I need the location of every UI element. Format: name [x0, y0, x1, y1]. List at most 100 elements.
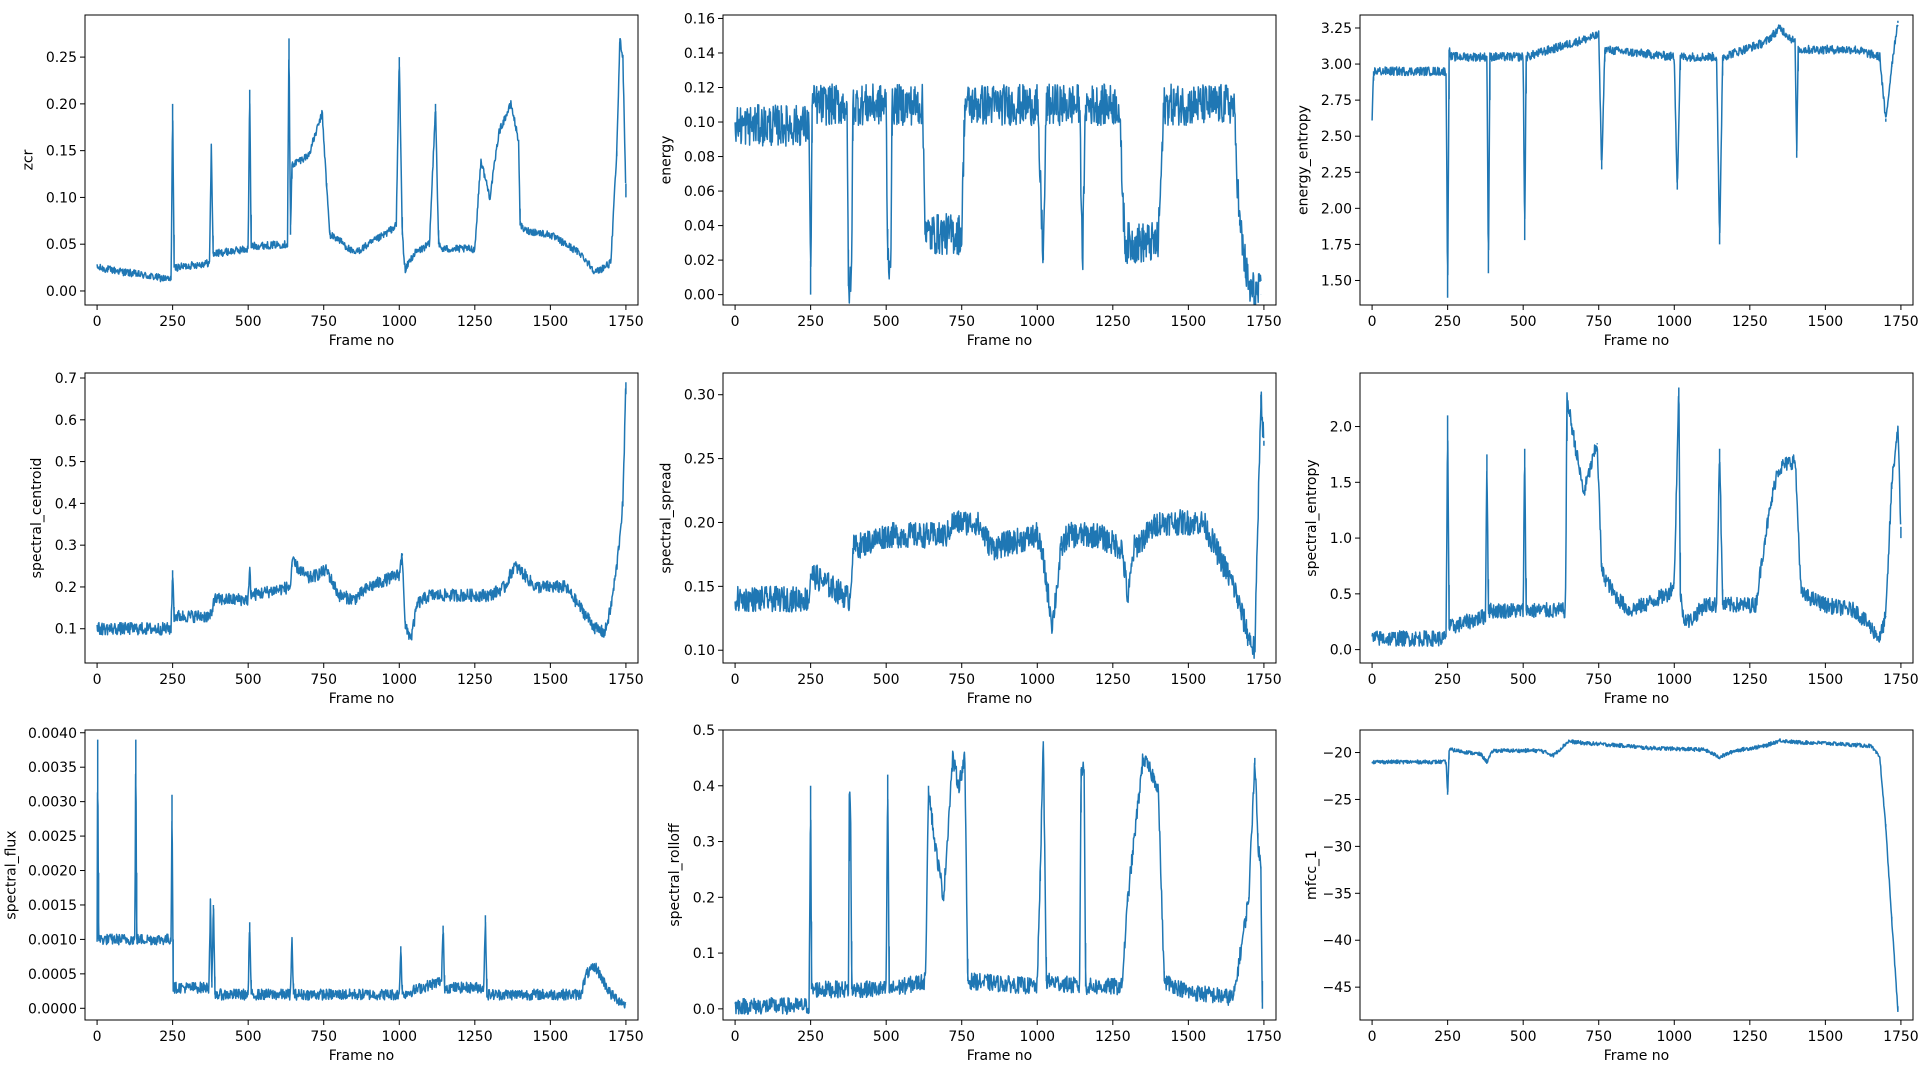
subplot-mfcc-1: 0 250 500 750 1000 1250 1500 1750 −45 −40 −35 −30 −2…	[1304, 729, 1919, 1064]
y-tick-label: 0.0035	[28, 760, 77, 776]
x-tick-label: 1500	[533, 672, 569, 688]
series-line-spectral-spread	[734, 391, 1265, 659]
x-tick-label: 0	[1368, 314, 1377, 330]
y-tick-label: 2.50	[1321, 129, 1352, 145]
y-tick-label: 2.00	[1321, 201, 1352, 217]
y-axis-label: spectral_spread	[659, 463, 675, 574]
x-axis-label: Frame no	[967, 1048, 1033, 1064]
y-axis-label: zcr	[21, 149, 37, 170]
y-tick-label: 0.0005	[28, 967, 77, 983]
x-tick-label: 0	[731, 314, 740, 330]
y-tick-label: −30	[1322, 839, 1352, 855]
x-tick-label: 0	[731, 1029, 740, 1045]
y-tick-label: 0.5	[55, 455, 77, 471]
y-tick-label: 1.50	[1321, 273, 1352, 289]
x-tick-label: 0	[731, 672, 740, 688]
x-tick-label: 1750	[1246, 1029, 1282, 1045]
subplot-spectral-centroid: 0 250 500 750 1000 1250 1500 1750 0.1 0.2 0.3 0.4 0.…	[29, 371, 644, 707]
x-tick-label: 1750	[608, 1029, 644, 1045]
x-tick-label: 500	[235, 1029, 262, 1045]
x-tick-label: 250	[159, 1029, 186, 1045]
y-tick-label: 0.6	[55, 413, 77, 429]
x-tick-label: 1000	[1656, 1029, 1692, 1045]
series-line-spectral-entropy	[1371, 387, 1902, 647]
y-tick-label: 0.0030	[28, 795, 77, 811]
x-axis-label: Frame no	[1604, 1048, 1670, 1064]
axes-frame	[1359, 729, 1914, 1021]
y-tick-label: 2.0	[1330, 420, 1352, 436]
x-tick-label: 1000	[1019, 1029, 1055, 1045]
x-tick-label: 1500	[533, 1029, 569, 1045]
subplot-energy-entropy: 0 250 500 750 1000 1250 1500 1750 1.50 1.75 2.00 2.…	[1296, 14, 1919, 349]
axes-frame	[1359, 14, 1914, 306]
x-tick-label: 1750	[1246, 314, 1282, 330]
y-tick-label: 0.10	[684, 643, 715, 659]
y-tick-label: 0.0000	[28, 1001, 77, 1017]
x-tick-label: 1500	[1808, 672, 1844, 688]
series-line-zcr	[96, 37, 627, 283]
x-tick-label: 1500	[1171, 314, 1207, 330]
x-tick-label: 1500	[1171, 672, 1207, 688]
y-tick-label: 0.0025	[28, 829, 77, 845]
y-tick-label: 0.3	[55, 538, 77, 554]
subplot-spectral-spread: 0 250 500 750 1000 1250 1500 1750 0.10 0.15 0.20 0.…	[659, 372, 1282, 707]
y-tick-label: 0.0020	[28, 864, 77, 880]
x-tick-label: 250	[159, 672, 186, 688]
x-tick-label: 0	[93, 1029, 102, 1045]
x-tick-label: 750	[948, 672, 975, 688]
x-tick-label: 750	[948, 314, 975, 330]
x-axis-label: Frame no	[1604, 333, 1670, 349]
x-tick-label: 0	[93, 672, 102, 688]
y-tick-label: 0.04	[684, 219, 715, 235]
x-tick-label: 1250	[1732, 314, 1768, 330]
y-tick-label: 0.7	[55, 371, 77, 387]
y-tick-label: 0.4	[55, 496, 77, 512]
x-tick-label: 250	[159, 314, 186, 330]
x-tick-label: 1000	[1019, 314, 1055, 330]
x-tick-label: 250	[797, 1029, 824, 1045]
y-tick-label: 0.20	[46, 97, 77, 113]
x-tick-label: 750	[310, 672, 337, 688]
x-tick-label: 750	[1585, 314, 1612, 330]
x-tick-label: 1500	[1808, 314, 1844, 330]
x-tick-label: 750	[1585, 1029, 1612, 1045]
x-tick-label: 1250	[1732, 1029, 1768, 1045]
x-tick-label: 1000	[1656, 672, 1692, 688]
x-tick-label: 750	[310, 314, 337, 330]
y-tick-label: 0.1	[55, 622, 77, 638]
y-tick-label: 1.0	[1330, 531, 1352, 547]
x-tick-label: 1500	[533, 314, 569, 330]
x-tick-label: 1250	[457, 1029, 493, 1045]
x-axis-label: Frame no	[329, 1048, 395, 1064]
x-tick-label: 0	[1368, 1029, 1377, 1045]
y-axis-label: spectral_entropy	[1304, 459, 1320, 576]
x-tick-label: 1750	[1246, 672, 1282, 688]
x-tick-label: 500	[235, 672, 262, 688]
y-tick-label: 0.0015	[28, 898, 77, 914]
axes-frame	[84, 14, 639, 306]
x-tick-label: 1500	[1171, 1029, 1207, 1045]
y-tick-label: 3.00	[1321, 57, 1352, 73]
x-tick-label: 1750	[608, 672, 644, 688]
x-tick-label: 250	[797, 314, 824, 330]
x-axis-label: Frame no	[967, 691, 1033, 707]
y-tick-label: 1.75	[1321, 237, 1352, 253]
x-tick-label: 1250	[1095, 314, 1131, 330]
y-tick-label: −45	[1322, 980, 1352, 996]
x-tick-label: 1250	[457, 314, 493, 330]
x-tick-label: 1250	[1095, 672, 1131, 688]
x-tick-label: 1000	[381, 1029, 417, 1045]
y-tick-label: 0.10	[684, 115, 715, 131]
y-tick-label: 0.00	[46, 284, 77, 300]
y-tick-label: 2.25	[1321, 165, 1352, 181]
y-tick-label: 0.05	[46, 237, 77, 253]
y-axis-label: spectral_rolloff	[667, 823, 683, 927]
series-line-spectral-centroid	[96, 382, 627, 641]
y-tick-label: −25	[1322, 792, 1352, 808]
subplots: 0 250 500 750 1000 1250 1500 17500.000.050.100.…	[3, 11, 1918, 1064]
y-tick-label: 0.30	[684, 388, 715, 404]
x-tick-label: 1000	[381, 314, 417, 330]
y-tick-label: 1.5	[1330, 475, 1352, 491]
x-axis-label: Frame no	[329, 691, 395, 707]
